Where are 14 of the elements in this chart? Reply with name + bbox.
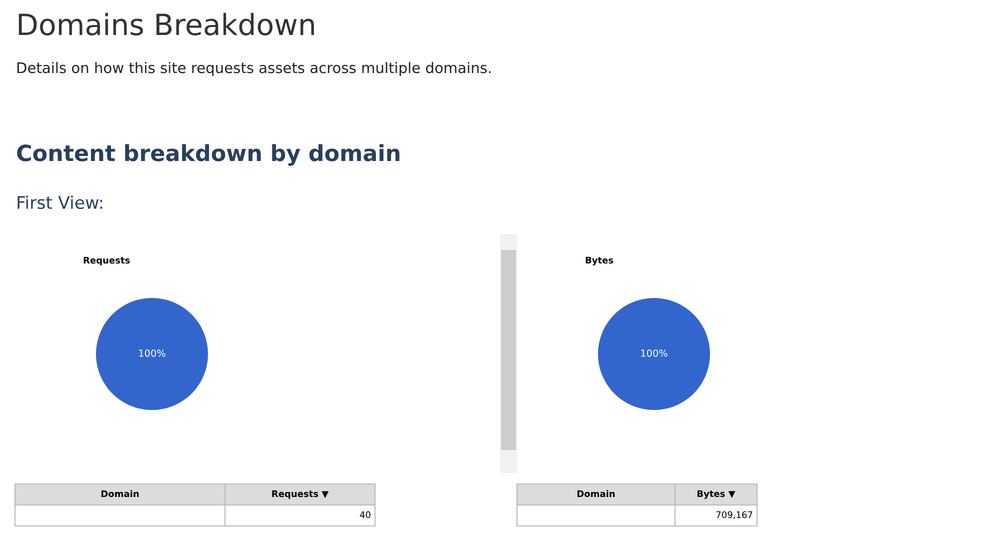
data-label: 100% <box>641 349 668 357</box>
chart-title: Requests <box>84 256 130 266</box>
text: Requests ▼ <box>272 490 329 499</box>
text: First View: <box>18 196 102 210</box>
text: Content breakdown by domain <box>17 144 400 166</box>
text: Details on how this site requests assets across multiple domains. <box>17 62 490 76</box>
text: 40 <box>360 511 370 518</box>
text: Bytes ▼ <box>698 490 736 499</box>
text: Domain <box>577 490 615 498</box>
text: Domain <box>101 490 139 498</box>
data-label: 100% <box>139 349 166 357</box>
text: 709,167 <box>716 511 752 520</box>
chart-title: Bytes <box>586 256 614 266</box>
text: Domains Breakdown <box>18 12 314 36</box>
